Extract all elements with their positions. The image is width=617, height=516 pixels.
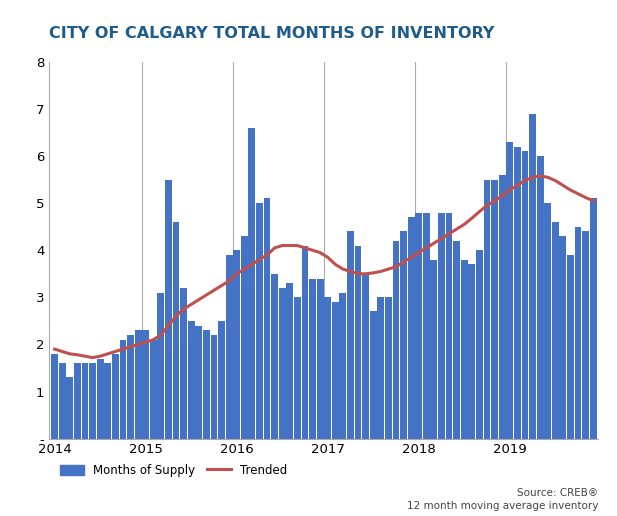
Bar: [370, 312, 376, 439]
Bar: [97, 359, 104, 439]
Bar: [567, 255, 574, 439]
Text: CITY OF CALGARY TOTAL MONTHS OF INVENTORY: CITY OF CALGARY TOTAL MONTHS OF INVENTOR…: [49, 26, 495, 41]
Bar: [507, 142, 513, 439]
Bar: [173, 222, 180, 439]
Bar: [445, 213, 452, 439]
Bar: [385, 297, 392, 439]
Bar: [415, 213, 422, 439]
Bar: [120, 340, 126, 439]
Bar: [392, 241, 399, 439]
Bar: [81, 363, 88, 439]
Bar: [241, 236, 247, 439]
Bar: [210, 335, 217, 439]
Bar: [317, 279, 323, 439]
Bar: [226, 255, 233, 439]
Bar: [279, 288, 286, 439]
Bar: [499, 175, 505, 439]
Bar: [150, 340, 157, 439]
Bar: [378, 297, 384, 439]
Bar: [271, 274, 278, 439]
Bar: [362, 274, 369, 439]
Bar: [453, 241, 460, 439]
Bar: [59, 363, 65, 439]
Bar: [590, 199, 597, 439]
Bar: [135, 330, 141, 439]
Bar: [514, 147, 521, 439]
Bar: [180, 288, 187, 439]
Bar: [143, 330, 149, 439]
Bar: [286, 283, 293, 439]
Bar: [355, 246, 362, 439]
Bar: [256, 203, 263, 439]
Bar: [400, 232, 407, 439]
Bar: [51, 354, 58, 439]
Bar: [438, 213, 445, 439]
Bar: [112, 354, 118, 439]
Bar: [560, 236, 566, 439]
Bar: [104, 363, 111, 439]
Bar: [249, 128, 255, 439]
Bar: [461, 260, 468, 439]
Bar: [196, 326, 202, 439]
Bar: [521, 151, 528, 439]
Bar: [423, 213, 429, 439]
Bar: [89, 363, 96, 439]
Bar: [127, 335, 134, 439]
Bar: [233, 250, 240, 439]
Bar: [552, 222, 558, 439]
Bar: [302, 246, 308, 439]
Legend: Months of Supply, Trended: Months of Supply, Trended: [56, 459, 292, 481]
Bar: [67, 377, 73, 439]
Bar: [544, 203, 551, 439]
Bar: [347, 232, 354, 439]
Bar: [294, 297, 301, 439]
Bar: [484, 180, 491, 439]
Bar: [325, 297, 331, 439]
Bar: [537, 156, 544, 439]
Text: Source: CREB®
12 month moving average inventory: Source: CREB® 12 month moving average in…: [407, 488, 598, 511]
Bar: [309, 279, 316, 439]
Bar: [408, 217, 415, 439]
Bar: [582, 232, 589, 439]
Bar: [157, 293, 164, 439]
Bar: [468, 264, 475, 439]
Bar: [332, 302, 339, 439]
Bar: [339, 293, 346, 439]
Bar: [574, 227, 581, 439]
Bar: [263, 199, 270, 439]
Bar: [203, 330, 210, 439]
Bar: [218, 321, 225, 439]
Bar: [529, 114, 536, 439]
Bar: [476, 250, 483, 439]
Bar: [188, 321, 194, 439]
Bar: [74, 363, 81, 439]
Bar: [165, 180, 172, 439]
Bar: [431, 260, 437, 439]
Bar: [491, 180, 498, 439]
